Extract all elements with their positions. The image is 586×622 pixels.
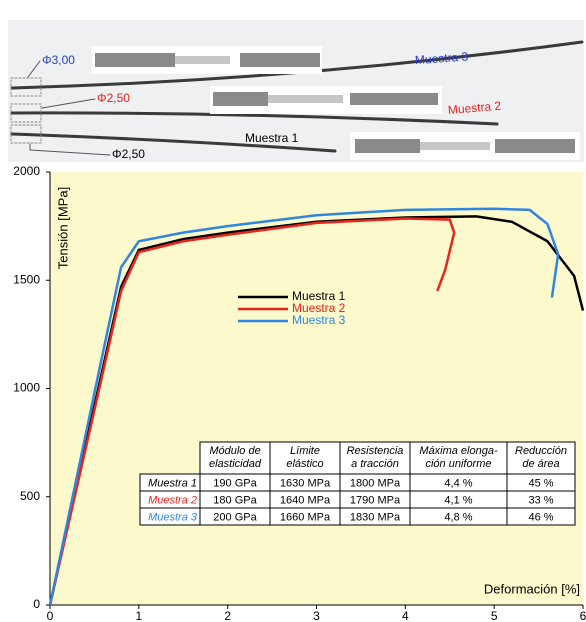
x-tick-label: 1 — [135, 609, 142, 622]
y-tick-label: 1000 — [13, 381, 40, 395]
table-header: elasticidad — [209, 458, 262, 470]
photo-label: Φ2,50 — [112, 147, 145, 161]
y-tick-label: 500 — [20, 489, 40, 503]
table-cell: 180 GPa — [213, 494, 257, 506]
table-header: Máxima elonga- — [419, 445, 498, 457]
table-cell: 45 % — [528, 477, 553, 489]
table-cell: 200 GPa — [213, 511, 257, 523]
y-axis-label: Tensión [MPa] — [55, 187, 70, 269]
photo-label: Φ3,00 — [42, 53, 75, 67]
x-tick-label: 5 — [491, 609, 498, 622]
y-tick-label: 2000 — [13, 164, 40, 178]
table-header: Límite — [290, 445, 320, 457]
table-cell: 1640 MPa — [280, 494, 331, 506]
x-tick-label: 4 — [402, 609, 409, 622]
table-cell: 46 % — [528, 511, 553, 523]
table-row-label: Muestra 1 — [148, 477, 197, 489]
table-cell: 190 GPa — [213, 477, 257, 489]
y-tick-label: 1500 — [13, 272, 40, 286]
table-cell: 1630 MPa — [280, 477, 331, 489]
table-cell: 4,4 % — [444, 477, 472, 489]
table-cell: 4,8 % — [444, 511, 472, 523]
table-cell: 1790 MPa — [350, 494, 401, 506]
x-axis-label: Deformación [%] — [484, 581, 580, 596]
table-cell: 1660 MPa — [280, 511, 331, 523]
table-cell: 4,1 % — [444, 494, 472, 506]
table-header: elástico — [286, 458, 323, 470]
photo-label: Muestra 1 — [245, 131, 299, 145]
legend-label: Muestra 3 — [292, 313, 346, 327]
page: {"chart_data": {"type": "line", "x_label… — [0, 0, 586, 622]
table-header: a tracción — [351, 458, 399, 470]
x-tick-label: 3 — [313, 609, 320, 622]
chart: Φ3,00 Φ2,50 Φ2,50 Muestra 3 Muestra 2 Muestra… — [0, 0, 586, 622]
plot-background — [50, 172, 583, 605]
table-cell: 1800 MPa — [350, 477, 401, 489]
x-tick-label: 2 — [224, 609, 231, 622]
table-header: de área — [522, 458, 559, 470]
table-header: Módulo de — [209, 445, 260, 457]
table-cell: 33 % — [528, 494, 553, 506]
y-tick-label: 0 — [33, 597, 40, 611]
x-tick-label: 6 — [580, 609, 586, 622]
table-header: Resistencia — [347, 445, 404, 457]
table-row-label: Muestra 2 — [148, 494, 197, 506]
table-header: ción uniforme — [425, 458, 491, 470]
table-cell: 1830 MPa — [350, 511, 401, 523]
table-row-label: Muestra 3 — [148, 511, 198, 523]
table-header: Reducción — [515, 445, 567, 457]
x-tick-label: 0 — [47, 609, 54, 622]
photo-label: Φ2,50 — [97, 91, 130, 105]
